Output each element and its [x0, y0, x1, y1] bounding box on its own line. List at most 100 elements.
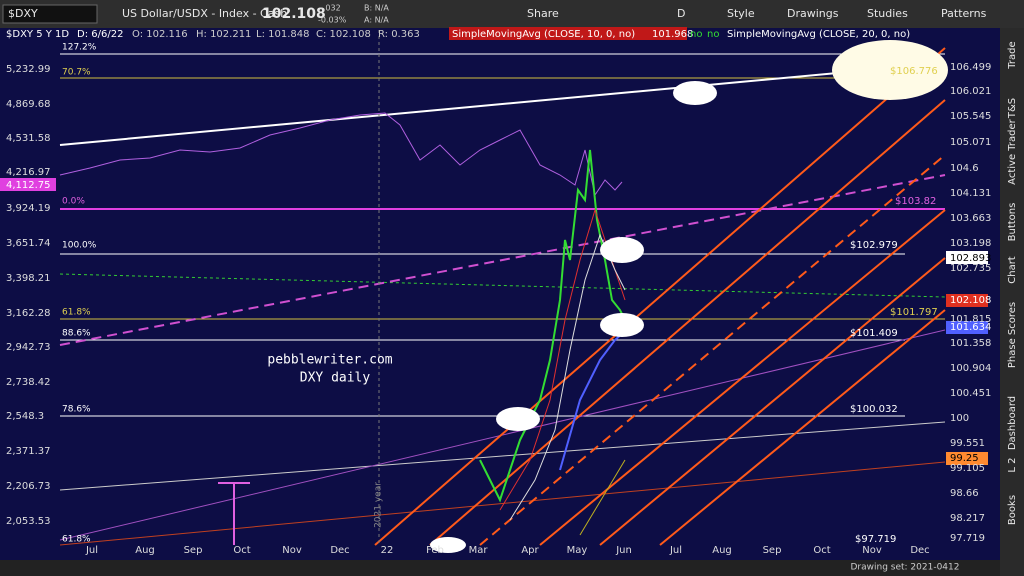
header-field: no	[690, 29, 702, 40]
channel-line	[659, 309, 946, 546]
header-field: SimpleMovingAvg (CLOSE, 10, 0, no)	[452, 29, 635, 40]
price-label: $100.032	[850, 404, 898, 415]
right-axis-label: 104.131	[950, 188, 991, 199]
left-axis-label: 3,651.74	[6, 238, 51, 249]
header-field: L: 101.848	[256, 29, 309, 40]
toolbar-button[interactable]: Patterns	[941, 7, 987, 20]
right-axis-label: 101.634	[950, 322, 991, 333]
right-axis-label: 101.815	[950, 314, 991, 325]
right-axis-label: 106.021	[950, 86, 991, 97]
right-axis-label: 102.735	[950, 263, 991, 274]
price-label: $102.979	[850, 240, 898, 251]
year-marker: 2021 year	[374, 482, 384, 528]
fib-label: 127.2%	[62, 43, 97, 53]
right-axis-label: 99.105	[950, 463, 985, 474]
side-tab[interactable]: Trade	[1007, 41, 1018, 69]
right-axis-label: 97.719	[950, 533, 985, 544]
x-axis-label: Nov	[862, 545, 882, 556]
bid: B: N/A	[364, 4, 389, 13]
right-axis-label: 104.6	[950, 163, 979, 174]
price-label: $101.797	[890, 307, 938, 318]
left-axis-label: 4,531.58	[6, 133, 51, 144]
right-axis-label: 102.893	[950, 253, 991, 264]
symbol[interactable]: $DXY	[8, 7, 38, 20]
status-bar	[0, 560, 1000, 576]
watermark: pebblewriter.com	[267, 353, 392, 368]
left-axis-label: 2,942.73	[6, 342, 51, 353]
left-axis-label: 2,206.73	[6, 481, 51, 492]
fib-label: 70.7%	[62, 68, 91, 78]
label-box	[946, 294, 988, 307]
left-axis-label: 2,548.3	[6, 411, 44, 422]
right-axis-label: 100.904	[950, 363, 991, 374]
header-field: H: 102.211	[196, 29, 251, 40]
x-axis-label: Nov	[282, 545, 302, 556]
right-axis-label: 102.108	[950, 295, 991, 306]
price-label: $106.776	[890, 66, 938, 77]
side-tab[interactable]: L 2	[1007, 457, 1018, 472]
side-tab[interactable]: Chart	[1007, 256, 1018, 284]
x-axis-label: Jun	[615, 545, 632, 556]
x-axis-label: Aug	[135, 545, 155, 556]
toolbar-button[interactable]: Style	[727, 7, 755, 20]
right-axis-label: 105.545	[950, 111, 991, 122]
toolbar-button[interactable]: Share	[527, 7, 559, 20]
side-tab[interactable]: T&S	[1007, 98, 1018, 119]
left-axis-label: 2,371.37	[6, 446, 51, 457]
trend-line	[59, 421, 946, 491]
channel-line	[479, 154, 946, 546]
x-axis-label: 22	[381, 545, 394, 556]
toolbar	[0, 0, 1024, 28]
header-field: no	[707, 29, 719, 40]
channel-line	[429, 99, 946, 546]
x-axis-label: Jul	[85, 545, 98, 556]
x-axis-label: Oct	[233, 545, 250, 556]
x-axis-label: Mar	[469, 545, 489, 556]
fib-label: 100.0%	[62, 241, 97, 251]
left-axis-label: 4,216.97	[6, 167, 51, 178]
trend-line	[59, 174, 946, 346]
label-box	[946, 452, 988, 465]
toolbar-button[interactable]: D	[677, 7, 685, 20]
side-tab[interactable]: Books	[1007, 495, 1018, 525]
ellipse	[673, 81, 717, 105]
ask: A: N/A	[364, 16, 389, 25]
ellipse	[832, 40, 948, 100]
channel-line	[374, 47, 946, 546]
side-tab[interactable]: Buttons	[1007, 203, 1018, 242]
right-axis-label: 99.25	[950, 453, 979, 464]
left-axis-label: 4,869.68	[6, 99, 51, 110]
side-tab[interactable]: Dashboard	[1007, 396, 1018, 450]
label-box	[946, 321, 988, 334]
right-axis-label: 100.451	[950, 388, 991, 399]
fib-label: 0.0%	[62, 197, 85, 207]
trend-line	[579, 459, 626, 536]
price-label: $97.719	[855, 534, 896, 545]
trend-line	[59, 62, 946, 146]
fib-label: 61.8%	[62, 535, 91, 545]
description: US Dollar/USDX - Index - Cash	[122, 7, 287, 20]
change: -.032	[320, 4, 341, 13]
side-tab[interactable]: Active Trader	[1007, 118, 1018, 184]
study-box	[449, 27, 687, 40]
left-axis-label: 2,738.42	[6, 377, 51, 388]
right-axis-label: 106.499	[950, 62, 991, 73]
x-axis-label: Oct	[813, 545, 830, 556]
toolbar-button[interactable]: Drawings	[787, 7, 839, 20]
status: Drawing set: 2021-0412	[851, 563, 960, 573]
watermark: DXY daily	[300, 371, 371, 386]
last-price: 102.108	[262, 6, 326, 22]
toolbar-button[interactable]: Studies	[867, 7, 908, 20]
fib-label: 78.6%	[62, 405, 91, 415]
x-axis-label: Dec	[330, 545, 349, 556]
symbol-box[interactable]	[2, 4, 98, 24]
right-axis-label: 101.358	[950, 338, 991, 349]
header-field: 101.968	[652, 29, 693, 40]
x-axis-label: Apr	[521, 545, 539, 556]
right-axis-label: 103.663	[950, 213, 991, 224]
spx-line	[59, 112, 623, 197]
header-field: D: 6/6/22	[77, 29, 123, 40]
side-tab[interactable]: Phase Scores	[1007, 302, 1018, 368]
